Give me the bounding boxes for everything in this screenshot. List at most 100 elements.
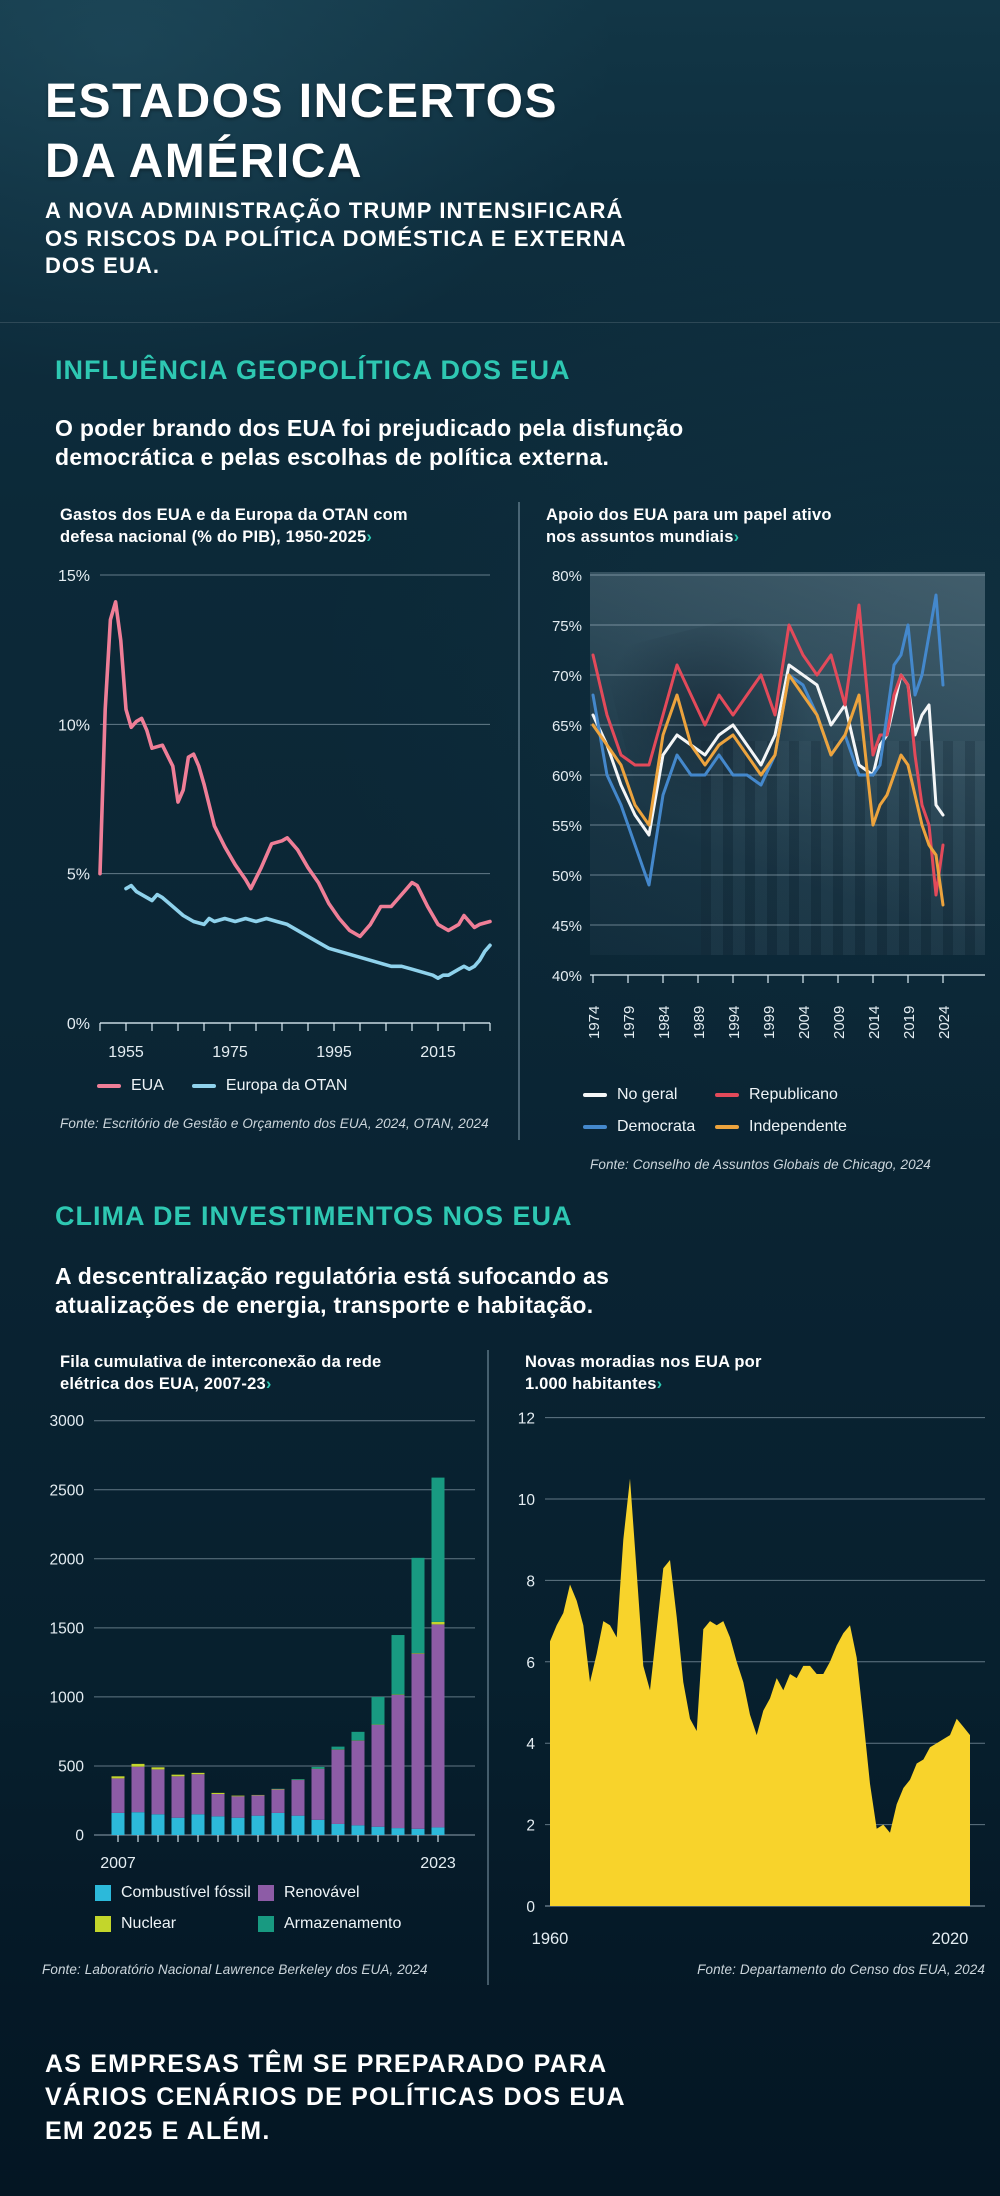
- legend-label: EUA: [131, 1077, 164, 1094]
- svg-text:2023: 2023: [420, 1855, 456, 1872]
- legend-item: Combustível fóssil: [95, 1884, 258, 1902]
- defense-chart-legend: EUA Europa da OTAN: [97, 1077, 347, 1095]
- section-intro-geopolitics: O poder brando dos EUA foi prejudicado p…: [55, 415, 684, 471]
- section-intro-investment: A descentralização regulatória está sufo…: [55, 1263, 610, 1319]
- grid-queue-chart-legend: Combustível fóssil Renovável Nuclear Arm…: [95, 1884, 401, 1933]
- svg-text:2020: 2020: [932, 1930, 969, 1948]
- svg-text:3000: 3000: [50, 1413, 85, 1430]
- svg-text:10%: 10%: [58, 717, 90, 734]
- legend-item: Armazenamento: [258, 1915, 401, 1933]
- chevron-right-icon: ›: [366, 527, 373, 546]
- legend-item: No geral: [583, 1086, 715, 1104]
- svg-text:1984: 1984: [656, 1006, 673, 1039]
- section-heading-geopolitics: INFLUÊNCIA GEOPOLÍTICA DOS EUA: [55, 355, 571, 385]
- defense-chart-title-link[interactable]: Gastos dos EUA e da Europa da OTAN com d…: [60, 505, 430, 549]
- svg-text:1994: 1994: [726, 1006, 743, 1039]
- renewable-swatch: [258, 1885, 274, 1901]
- svg-text:2007: 2007: [100, 1855, 136, 1872]
- overall-line-swatch: [583, 1093, 607, 1097]
- svg-text:55%: 55%: [552, 818, 582, 835]
- svg-text:1955: 1955: [108, 1044, 144, 1061]
- svg-text:50%: 50%: [552, 868, 582, 885]
- svg-text:4: 4: [526, 1736, 535, 1753]
- defense-chart-title: Gastos dos EUA e da Europa da OTAN com d…: [60, 506, 408, 546]
- svg-text:500: 500: [58, 1758, 84, 1775]
- svg-text:1989: 1989: [691, 1006, 708, 1039]
- footer-statement: AS EMPRESAS TÊM SE PREPARADO PARA VÁRIOS…: [45, 2050, 626, 2145]
- grid-queue-chart-source: Fonte: Laboratório Nacional Lawrence Ber…: [42, 1962, 428, 1977]
- svg-text:2024: 2024: [936, 1006, 953, 1039]
- svg-text:2500: 2500: [50, 1482, 85, 1499]
- nato-europe-line-swatch: [191, 1084, 216, 1088]
- section-heading-investment: CLIMA DE INVESTIMENTOS NOS EUA: [55, 1201, 573, 1231]
- world-role-chart-source: Fonte: Conselho de Assuntos Globais de C…: [590, 1157, 931, 1172]
- svg-text:1974: 1974: [586, 1006, 603, 1039]
- legend-item: Republicano: [715, 1086, 847, 1104]
- eua-line-swatch: [97, 1084, 121, 1088]
- svg-text:70%: 70%: [552, 668, 582, 685]
- svg-text:60%: 60%: [552, 768, 582, 785]
- svg-text:65%: 65%: [552, 718, 582, 735]
- legend-label: No geral: [617, 1086, 678, 1103]
- svg-text:2004: 2004: [796, 1006, 813, 1039]
- page-subtitle: A NOVA ADMINISTRAÇÃO TRUMP INTENSIFICARÁ…: [45, 198, 627, 279]
- world-role-support-chart: 40% 45% 50% 55% 60% 65% 70% 75% 80% 1974 1979 1984 1…: [552, 568, 985, 1039]
- legend-label: Democrata: [617, 1118, 696, 1135]
- legend-label: Armazenamento: [284, 1915, 402, 1932]
- world-role-chart-legend: No geral Republicano Democrata Independe…: [583, 1086, 847, 1136]
- legend-item: Europa da OTAN: [191, 1077, 348, 1095]
- svg-text:0: 0: [75, 1828, 84, 1845]
- housing-chart-source: Fonte: Departamento do Censo dos EUA, 20…: [697, 1962, 985, 1977]
- section-divider-line: [0, 322, 1000, 323]
- legend-item: Nuclear: [95, 1915, 258, 1933]
- housing-starts-chart: 0 2 4 6 8 10 12 1960 2020: [518, 1411, 985, 1948]
- legend-label: Nuclear: [121, 1915, 177, 1932]
- grid-queue-chart: 0 500 1000 1500 2000 2500 3000 2007 2023: [50, 1413, 475, 1872]
- storage-swatch: [258, 1916, 274, 1932]
- nuclear-swatch: [95, 1916, 111, 1932]
- svg-text:40%: 40%: [552, 968, 582, 985]
- legend-item: EUA: [97, 1077, 164, 1095]
- housing-chart-title: Novas moradias nos EUA por 1.000 habitan…: [525, 1353, 762, 1393]
- svg-text:75%: 75%: [552, 618, 582, 635]
- svg-text:2015: 2015: [420, 1044, 456, 1061]
- legend-item: Renovável: [258, 1884, 401, 1902]
- svg-text:0: 0: [526, 1899, 535, 1916]
- defense-chart-source: Fonte: Escritório de Gestão e Orçamento …: [60, 1116, 489, 1131]
- legend-label: Independente: [749, 1118, 847, 1135]
- legend-label: Europa da OTAN: [225, 1077, 348, 1094]
- svg-text:1000: 1000: [50, 1689, 85, 1706]
- world-role-chart-title-link[interactable]: Apoio dos EUA para um papel ativo nos as…: [546, 505, 946, 549]
- chevron-right-icon: ›: [265, 1374, 272, 1393]
- defense-spending-chart: 0% 5% 10% 15% 1955 1975 1995 2015: [58, 568, 492, 1061]
- svg-text:12: 12: [518, 1411, 535, 1428]
- svg-text:1500: 1500: [50, 1620, 85, 1637]
- svg-text:1995: 1995: [316, 1044, 352, 1061]
- svg-text:1999: 1999: [761, 1006, 778, 1039]
- svg-text:1979: 1979: [621, 1006, 638, 1039]
- svg-text:2000: 2000: [50, 1551, 85, 1568]
- chevron-right-icon: ›: [656, 1374, 663, 1393]
- svg-text:1975: 1975: [212, 1044, 248, 1061]
- legend-label: Combustível fóssil: [121, 1884, 251, 1901]
- svg-text:2009: 2009: [831, 1006, 848, 1039]
- chevron-right-icon: ›: [733, 527, 740, 546]
- fossil-fuel-swatch: [95, 1885, 111, 1901]
- svg-text:2019: 2019: [901, 1006, 918, 1039]
- charts-vertical-divider: [487, 1350, 489, 1985]
- svg-text:2: 2: [526, 1818, 535, 1835]
- housing-chart-title-link[interactable]: Novas moradias nos EUA por 1.000 habitan…: [525, 1352, 925, 1396]
- svg-text:5%: 5%: [67, 867, 90, 884]
- grid-queue-chart-title-link[interactable]: Fila cumulativa de interconexão da rede …: [60, 1352, 450, 1396]
- svg-text:6: 6: [526, 1655, 535, 1672]
- svg-text:80%: 80%: [552, 568, 582, 585]
- svg-text:2014: 2014: [866, 1006, 883, 1039]
- svg-text:45%: 45%: [552, 918, 582, 935]
- svg-text:10: 10: [518, 1492, 536, 1509]
- svg-text:15%: 15%: [58, 568, 90, 585]
- capitol-photo-background: [590, 572, 985, 955]
- legend-label: Renovável: [284, 1884, 360, 1901]
- legend-label: Republicano: [749, 1086, 838, 1103]
- democrat-line-swatch: [583, 1125, 607, 1129]
